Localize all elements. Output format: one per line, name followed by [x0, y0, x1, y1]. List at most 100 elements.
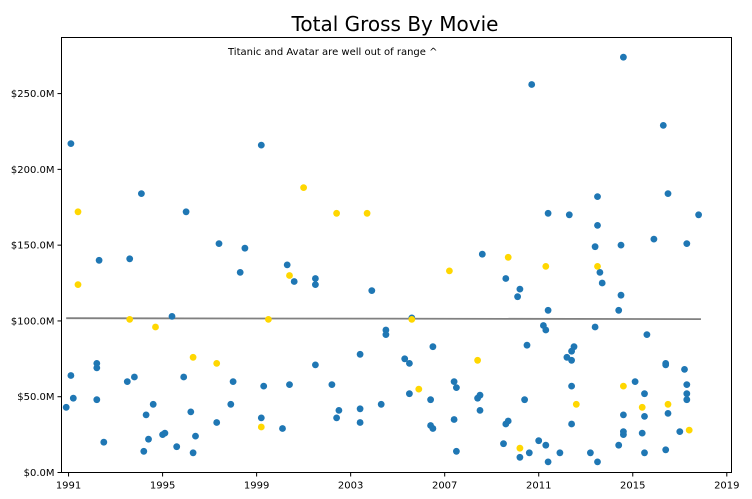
y-tick-label: $250.0M: [11, 89, 55, 100]
data-point-blue: [145, 435, 152, 443]
data-points-layer: [62, 53, 702, 466]
data-point-gold: [213, 360, 221, 367]
data-point-blue: [95, 256, 103, 264]
data-point-blue: [542, 326, 550, 334]
data-point-blue: [643, 331, 651, 338]
x-axis-ticks: 1991 1995 1999 2003 2007 2011 2015 2019: [56, 472, 740, 492]
data-point-blue: [312, 361, 319, 369]
data-point-blue: [525, 449, 533, 457]
data-point-blue: [149, 400, 157, 408]
plot-frame: [61, 37, 732, 473]
data-point-blue: [62, 403, 70, 411]
x-tick-label: 2011: [526, 481, 551, 492]
data-point-blue: [568, 382, 575, 390]
data-point-blue: [312, 275, 319, 282]
data-point-gold: [504, 253, 512, 261]
data-point-blue: [683, 390, 691, 398]
data-point-blue: [93, 364, 101, 372]
data-point-gold: [126, 316, 134, 323]
data-point-gold: [152, 323, 159, 331]
data-point-blue: [620, 411, 627, 419]
data-point-blue: [236, 269, 244, 276]
data-point-blue: [683, 240, 691, 248]
data-point-blue: [544, 458, 552, 466]
y-tick-label: $0.0M: [24, 468, 55, 479]
data-point-blue: [429, 343, 437, 351]
data-point-blue: [356, 419, 364, 426]
data-point-blue: [126, 255, 134, 263]
x-tick-label: 2015: [620, 481, 645, 492]
data-point-blue: [241, 244, 249, 252]
data-point-blue: [189, 449, 197, 457]
data-point-blue: [356, 405, 364, 413]
data-point-gold: [638, 403, 646, 411]
data-point-gold: [664, 400, 672, 408]
data-point-blue: [523, 341, 531, 349]
data-point-blue: [587, 449, 594, 457]
data-point-gold: [594, 263, 601, 270]
data-point-blue: [142, 411, 150, 419]
data-point-blue: [683, 396, 691, 404]
data-point-blue: [598, 279, 606, 287]
data-point-blue: [662, 361, 670, 369]
data-point-blue: [650, 235, 658, 243]
data-point-blue: [382, 331, 390, 338]
data-point-blue: [182, 208, 190, 216]
data-point-blue: [180, 373, 188, 381]
data-point-gold: [415, 385, 423, 393]
data-point-blue: [257, 414, 265, 422]
data-point-blue: [427, 396, 434, 404]
data-point-blue: [568, 420, 575, 428]
data-point-blue: [333, 414, 340, 422]
chart-title: Total Gross By Movie: [291, 12, 499, 36]
chart-annotation: Titanic and Avatar are well out of range…: [227, 47, 437, 58]
data-point-blue: [676, 428, 684, 435]
data-point-gold: [572, 400, 580, 408]
y-tick-label: $100.0M: [11, 316, 55, 327]
data-point-blue: [594, 458, 601, 466]
data-point-blue: [594, 193, 601, 201]
axes: [61, 37, 732, 473]
data-point-blue: [664, 410, 672, 417]
data-point-blue: [377, 400, 385, 408]
data-point-blue: [681, 366, 688, 373]
data-point-blue: [638, 429, 646, 437]
data-point-blue: [279, 425, 286, 432]
data-point-gold: [265, 316, 272, 323]
data-point-blue: [450, 416, 458, 423]
data-point-blue: [161, 429, 169, 437]
data-point-blue: [356, 350, 364, 358]
data-point-gold: [516, 444, 524, 452]
data-point-blue: [528, 81, 536, 88]
data-point-blue: [286, 381, 293, 388]
data-point-gold: [474, 356, 481, 364]
data-point-blue: [67, 372, 75, 379]
data-point-blue: [478, 250, 486, 258]
data-point-blue: [500, 440, 507, 448]
data-point-blue: [516, 285, 524, 293]
trend-line-layer: [66, 317, 701, 321]
data-point-blue: [453, 447, 460, 455]
trend-line: [66, 317, 701, 321]
data-point-gold: [189, 353, 197, 361]
x-tick-label: 1999: [244, 481, 269, 492]
data-point-gold: [257, 423, 265, 431]
data-point-blue: [429, 425, 437, 432]
data-point-blue: [662, 446, 670, 454]
data-point-blue: [615, 306, 623, 314]
data-point-blue: [544, 209, 552, 217]
data-point-blue: [213, 419, 221, 426]
data-point-blue: [516, 453, 524, 461]
data-point-blue: [641, 413, 648, 420]
data-point-blue: [591, 323, 599, 331]
data-point-blue: [521, 396, 528, 404]
y-tick-label: $150.0M: [11, 241, 55, 252]
data-point-blue: [187, 408, 195, 416]
data-point-blue: [596, 269, 604, 276]
data-point-blue: [140, 447, 148, 455]
data-point-blue: [401, 355, 409, 363]
data-point-gold: [74, 281, 82, 288]
data-point-blue: [229, 378, 237, 385]
data-point-blue: [257, 141, 265, 149]
